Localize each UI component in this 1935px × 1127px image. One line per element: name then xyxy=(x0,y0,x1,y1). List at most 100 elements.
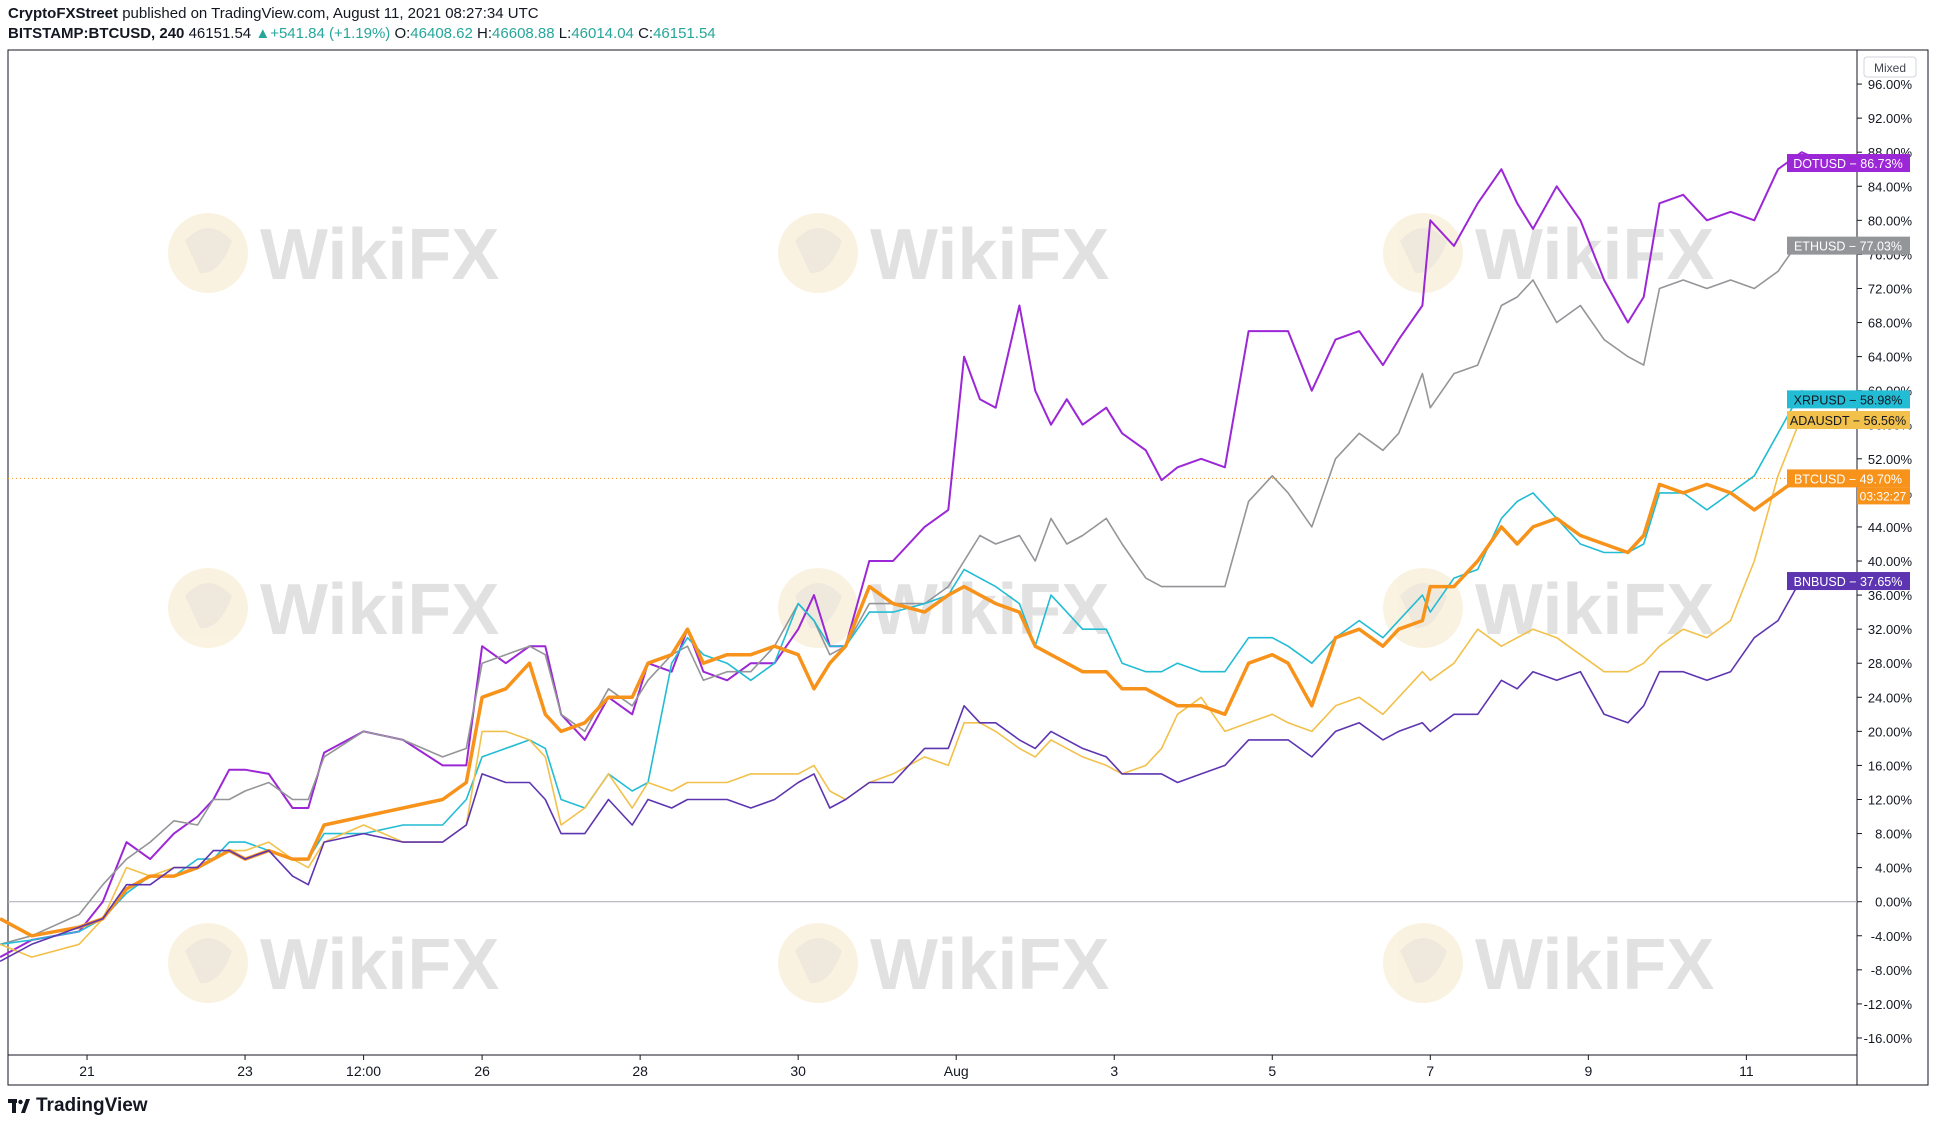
series-layer xyxy=(0,151,1826,963)
last-value-label-adausdt: ADAUSDT − 56.56% xyxy=(1787,410,1910,429)
wikifx-watermark-text: WikiFX xyxy=(260,925,499,1005)
last-value-label-bg xyxy=(1787,154,1910,173)
publish-line: CryptoFXStreet published on TradingView.… xyxy=(8,5,539,22)
series-line-bnbusd[interactable] xyxy=(0,577,1826,963)
last-value-label-ethusd: ETHUSD − 77.03% xyxy=(1787,236,1910,255)
last-value-label-btcusd: BTCUSD − 49.70% 03:32:27 xyxy=(1787,469,1910,505)
x-tick-label: 26 xyxy=(474,1063,490,1079)
y-tick-label: 32.00% xyxy=(1868,622,1913,637)
last-value-labels: DOTUSD − 86.73% ETHUSD − 77.03% XRPUSD − 5… xyxy=(1787,154,1910,591)
wikifx-watermark-text: WikiFX xyxy=(870,215,1109,295)
chart-frame xyxy=(7,49,1929,1086)
last-value-label-bg xyxy=(1787,469,1910,488)
x-tick-label: Aug xyxy=(944,1063,969,1079)
wikifx-watermark: WikiFX xyxy=(1383,923,1714,1005)
y-tick-label: 84.00% xyxy=(1868,179,1913,194)
last-value-label-bg xyxy=(1787,572,1910,591)
ohlc-line: BITSTAMP:BTCUSD, 240 46151.54 ▲+541.84 (… xyxy=(8,25,716,42)
y-tick-label: 72.00% xyxy=(1868,281,1913,296)
x-tick-label: 12:00 xyxy=(346,1063,381,1079)
wikifx-logo-icon xyxy=(168,568,248,648)
last-value-label-bnbusd: BNBUSD − 37.65% xyxy=(1787,572,1910,591)
last-value-label-bg xyxy=(1787,390,1910,409)
wikifx-logo-mark xyxy=(185,228,232,274)
y-tick-label: 4.00% xyxy=(1875,861,1912,876)
wikifx-watermark: WikiFX xyxy=(168,213,499,295)
tradingview-logo-icon xyxy=(8,1099,30,1113)
tradingview-footer[interactable]: TradingView xyxy=(8,1095,148,1117)
scale-mode-label: Mixed xyxy=(1874,61,1906,75)
x-tick-label: 28 xyxy=(632,1063,648,1079)
y-tick-label: 28.00% xyxy=(1868,656,1913,671)
price-axis[interactable]: 96.00%92.00%88.00%84.00%80.00%76.00%72.0… xyxy=(1857,77,1912,1046)
wikifx-logo-icon xyxy=(778,923,858,1003)
open-label: O: xyxy=(394,25,411,42)
y-tick-label: 36.00% xyxy=(1868,588,1913,603)
close-value: 46151.54 xyxy=(653,25,716,42)
x-tick-label: 3 xyxy=(1110,1063,1118,1079)
wikifx-logo-icon xyxy=(168,213,248,293)
wikifx-logo-mark xyxy=(1400,583,1447,629)
y-tick-label: 16.00% xyxy=(1868,758,1913,773)
low-label: L: xyxy=(558,25,572,42)
change-arrow-icon: ▲ xyxy=(255,25,271,42)
y-tick-label: 40.00% xyxy=(1868,554,1913,569)
x-tick-label: 21 xyxy=(79,1063,95,1079)
high-label: H: xyxy=(477,25,493,42)
last-value-label-text: ETHUSD − 77.03% xyxy=(1794,240,1902,254)
last-price: 46151.54 xyxy=(188,25,252,42)
wikifx-watermark: WikiFX xyxy=(168,923,499,1005)
series-line-dotusd[interactable] xyxy=(0,151,1826,958)
high-value: 46608.88 xyxy=(492,25,555,42)
wikifx-logo-mark xyxy=(185,938,232,984)
y-tick-label: -12.00% xyxy=(1864,997,1913,1012)
symbol-label[interactable]: BITSTAMP:BTCUSD, 240 xyxy=(8,25,185,42)
close-label: C: xyxy=(638,25,654,42)
y-tick-label: 52.00% xyxy=(1868,452,1913,467)
bar-countdown: 03:32:27 xyxy=(1860,489,1907,503)
y-tick-label: -16.00% xyxy=(1864,1031,1913,1046)
low-value: 46014.04 xyxy=(571,25,634,42)
last-value-label-bg xyxy=(1787,410,1910,429)
series-line-xrpusd[interactable] xyxy=(0,389,1826,946)
wikifx-logo-icon xyxy=(1383,923,1463,1003)
wikifx-logo-icon xyxy=(778,213,858,293)
last-value-label-text: DOTUSD − 86.73% xyxy=(1793,157,1902,171)
last-value-label-text: XRPUSD − 58.98% xyxy=(1794,393,1903,407)
time-axis[interactable]: 21 23 12:00 26 28 30 Aug 3 5 7 9 11 xyxy=(79,1055,1754,1079)
wikifx-watermark: WikiFX xyxy=(168,568,499,650)
wikifx-logo-mark xyxy=(185,583,232,629)
watermark-layer: WikiFX WikiFX WikiFX WikiFX WikiFX WikiFX Wiki… xyxy=(168,213,1714,1005)
y-tick-label: 12.00% xyxy=(1868,792,1913,807)
wikifx-watermark-text: WikiFX xyxy=(1475,570,1714,650)
y-tick-label: 80.00% xyxy=(1868,213,1913,228)
scale-mode-button[interactable]: Mixed xyxy=(1863,56,1917,78)
wikifx-watermark-text: WikiFX xyxy=(1475,925,1714,1005)
x-tick-label: 11 xyxy=(1739,1063,1754,1079)
tradingview-brand: TradingView xyxy=(36,1095,148,1116)
wikifx-watermark: WikiFX xyxy=(778,923,1109,1005)
y-tick-label: -4.00% xyxy=(1871,929,1913,944)
wikifx-watermark: WikiFX xyxy=(778,213,1109,295)
series-line-btcusd[interactable] xyxy=(0,474,1826,938)
wikifx-logo-mark xyxy=(795,938,842,984)
last-value-label-text: BTCUSD − 49.70% xyxy=(1794,472,1902,486)
open-value: 46408.62 xyxy=(410,25,473,42)
y-tick-label: 44.00% xyxy=(1868,520,1913,535)
y-tick-label: 64.00% xyxy=(1868,350,1913,365)
y-tick-label: 96.00% xyxy=(1868,77,1913,92)
wikifx-watermark: WikiFX xyxy=(1383,213,1714,295)
wikifx-watermark-text: WikiFX xyxy=(260,215,499,295)
wikifx-logo-mark xyxy=(1400,938,1447,984)
wikifx-watermark-text: WikiFX xyxy=(870,570,1109,650)
series-line-ethusd[interactable] xyxy=(0,236,1826,946)
countdown-bg xyxy=(1857,487,1910,505)
y-tick-label: 0.00% xyxy=(1875,895,1912,910)
series-line-adausdt[interactable] xyxy=(0,415,1826,958)
last-value-label-text: ADAUSDT − 56.56% xyxy=(1790,414,1906,428)
change-value: +541.84 (+1.19%) xyxy=(270,25,391,42)
y-tick-label: 68.00% xyxy=(1868,316,1913,331)
x-tick-label: 23 xyxy=(237,1063,253,1079)
author-name[interactable]: CryptoFXStreet xyxy=(8,5,119,22)
